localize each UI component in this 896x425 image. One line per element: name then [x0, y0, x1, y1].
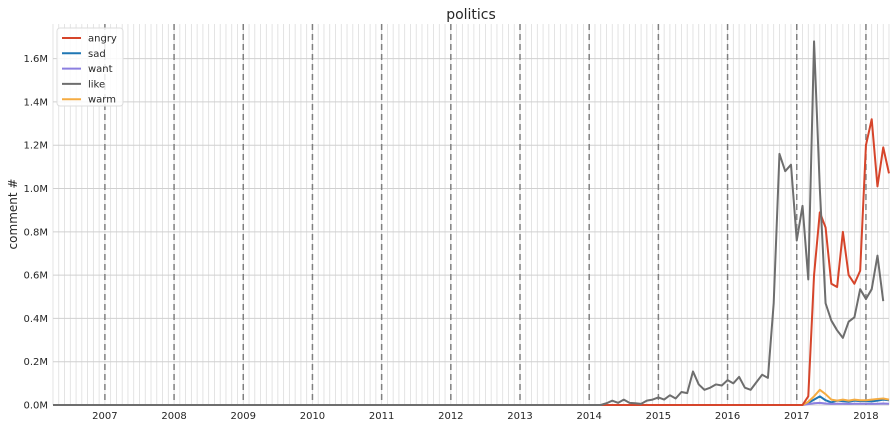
- series-line-want: [53, 401, 890, 406]
- y-tick-label: 1.2M: [23, 141, 48, 152]
- x-tick-label: 2014: [576, 411, 601, 422]
- legend: angry sad want like warm: [56, 27, 124, 107]
- legend-label: angry: [88, 34, 117, 45]
- x-tick-label: 2010: [300, 411, 325, 422]
- series-line-warm: [53, 388, 890, 406]
- x-tick-label: 2011: [369, 411, 394, 422]
- chart-title: politics: [446, 7, 496, 23]
- y-tick-label: 0.6M: [23, 271, 48, 282]
- series-line-sad: [53, 395, 890, 406]
- x-axis-ticks: 2007 2008 2009 2010 2011 2012 2013 2014 2015 2016…: [92, 411, 879, 422]
- minor-gridlines: [52, 24, 890, 405]
- y-tick-label: 0.4M: [23, 314, 48, 325]
- y-axis-ticks: 0.0M 0.2M 0.4M 0.6M 0.8M 1.0M 1.2M 1.4M 1.6M: [23, 54, 48, 411]
- series-line-like: [53, 40, 885, 406]
- x-tick-label: 2012: [438, 411, 463, 422]
- x-tick-label: 2009: [231, 411, 256, 422]
- x-tick-label: 2007: [92, 411, 117, 422]
- x-tick-label: 2013: [507, 411, 532, 422]
- x-tick-label: 2018: [853, 411, 878, 422]
- x-tick-label: 2015: [646, 411, 671, 422]
- y-tick-label: 0.8M: [23, 227, 48, 238]
- y-tick-label: 1.4M: [23, 97, 48, 108]
- y-tick-label: 1.0M: [23, 184, 48, 195]
- x-tick-label: 2017: [784, 411, 809, 422]
- legend-frame: [56, 27, 124, 107]
- y-tick-label: 1.6M: [23, 54, 48, 65]
- y-tick-label: 0.0M: [23, 401, 48, 412]
- legend-label: sad: [88, 49, 106, 60]
- x-tick-label: 2008: [161, 411, 186, 422]
- year-divider-lines: [104, 24, 867, 405]
- legend-label: want: [88, 64, 113, 75]
- legend-label: warm: [88, 95, 116, 106]
- y-tick-label: 0.2M: [23, 357, 48, 368]
- y-axis-label: comment #: [6, 179, 20, 250]
- legend-label: like: [88, 79, 105, 90]
- x-tick-label: 2016: [715, 411, 740, 422]
- series-lines: [53, 40, 890, 406]
- plot-background: [53, 24, 889, 405]
- series-line-angry: [53, 118, 890, 406]
